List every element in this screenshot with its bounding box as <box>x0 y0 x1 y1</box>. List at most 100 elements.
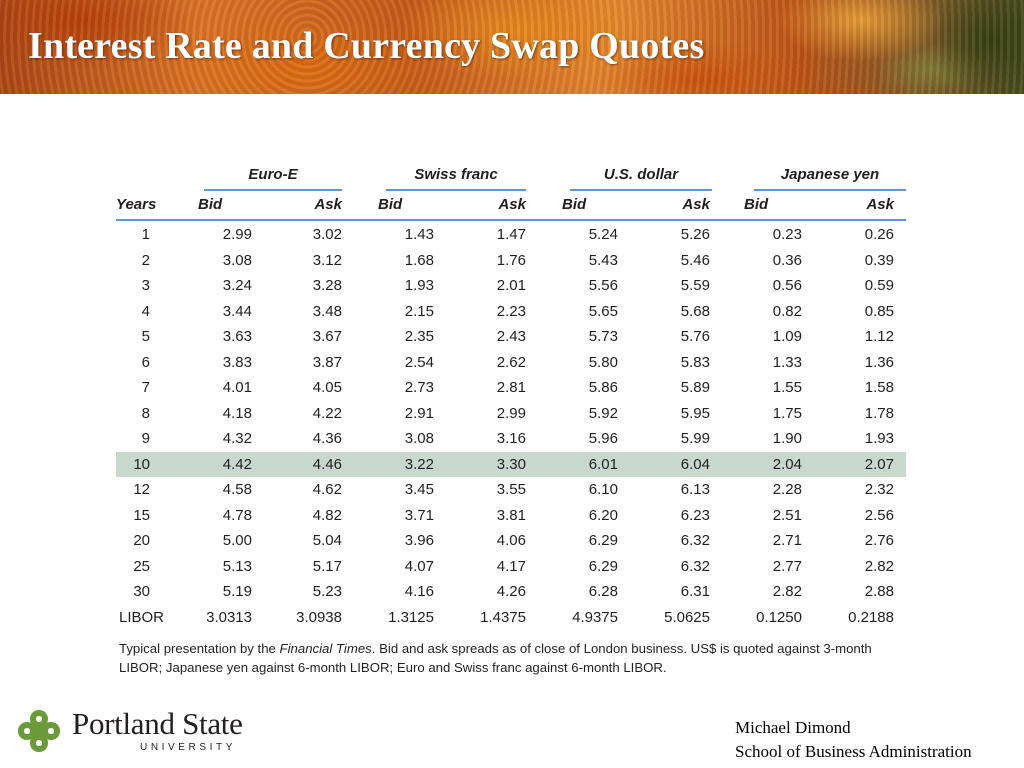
table-row: 9 4.32 4.36 3.08 3.16 5.96 5.99 1.90 1.93 <box>116 426 906 452</box>
footnote-prefix: Typical presentation by the <box>119 641 280 656</box>
ask-header: Ask <box>866 196 894 213</box>
yen-ask-cell: 1.58 <box>864 379 894 396</box>
years-cell: 4 <box>141 302 150 320</box>
years-cell: 8 <box>141 404 150 422</box>
years-cell: 3 <box>141 277 150 294</box>
usd-bid-cell: 5.65 <box>588 302 618 320</box>
swiss-ask-cell: 2.62 <box>496 353 526 371</box>
divider <box>204 189 342 191</box>
usd-bid-cell: 5.56 <box>588 277 618 294</box>
slide-title: Interest Rate and Currency Swap Quotes <box>28 25 705 67</box>
yen-bid-cell: 0.1250 <box>756 608 802 626</box>
years-cell: 30 <box>133 583 150 600</box>
swiss-ask-cell: 3.30 <box>496 455 526 473</box>
swiss-ask-cell: 2.81 <box>496 379 526 396</box>
swiss-bid-cell: 2.73 <box>404 379 434 396</box>
usd-ask-cell: 6.32 <box>680 532 710 549</box>
divider <box>570 189 712 191</box>
table-row: 10 4.42 4.46 3.22 3.30 6.01 6.04 2.04 2.07 <box>116 451 906 477</box>
euro-bid-cell: 3.83 <box>222 353 252 371</box>
years-cell: 25 <box>133 557 150 575</box>
yen-bid-cell: 0.56 <box>772 277 802 294</box>
euro-bid-cell: 4.58 <box>222 481 252 498</box>
euro-ask-cell: 3.67 <box>312 328 342 345</box>
swiss-bid-cell: 1.93 <box>404 277 434 294</box>
euro-ask-cell: 4.46 <box>312 455 342 473</box>
euro-ask-cell: 4.82 <box>312 506 342 524</box>
usd-bid-cell: 5.43 <box>588 251 618 269</box>
author-school: School of Business Administration <box>735 742 972 761</box>
euro-ask-cell: 3.48 <box>312 302 342 320</box>
swiss-ask-cell: 4.17 <box>496 557 526 575</box>
yen-bid-cell: 0.36 <box>772 251 802 269</box>
years-cell: 6 <box>141 353 150 371</box>
ask-header: Ask <box>682 196 710 213</box>
usd-bid-cell: 6.29 <box>588 532 618 549</box>
author-name: Michael Dimond <box>735 718 851 737</box>
logo-wordmark: Portland State <box>72 706 243 741</box>
yen-ask-cell: 2.82 <box>864 557 894 575</box>
yen-ask-cell: 0.39 <box>864 251 894 269</box>
table-row: 3 3.24 3.28 1.93 2.01 5.56 5.59 0.56 0.59 <box>116 273 906 299</box>
years-cell: 5 <box>141 328 150 345</box>
usd-bid-cell: 5.73 <box>588 328 618 345</box>
table-row: 1 2.99 3.02 1.43 1.47 5.24 5.26 0.23 0.26 <box>116 222 906 248</box>
yen-bid-cell: 2.51 <box>772 506 802 524</box>
swiss-ask-cell: 2.43 <box>496 328 526 345</box>
bid-header: Bid <box>744 196 769 213</box>
euro-ask-cell: 3.0938 <box>296 608 342 626</box>
euro-ask-cell: 5.23 <box>312 583 342 600</box>
usd-ask-cell: 6.13 <box>680 481 710 498</box>
footnote-text: . Bid and ask spreads as of close of Lon… <box>119 641 872 675</box>
yen-bid-cell: 2.28 <box>772 481 802 498</box>
years-cell: 12 <box>133 481 150 498</box>
usd-bid-cell: 6.28 <box>588 583 618 600</box>
euro-bid-cell: 4.18 <box>222 404 252 422</box>
swiss-ask-cell: 2.99 <box>496 404 526 422</box>
swiss-bid-cell: 1.3125 <box>388 608 434 626</box>
yen-bid-cell: 1.33 <box>772 353 802 371</box>
swiss-bid-cell: 2.35 <box>404 328 434 345</box>
yen-ask-cell: 2.32 <box>864 481 894 498</box>
table-row: 7 4.01 4.05 2.73 2.81 5.86 5.89 1.55 1.58 <box>116 375 906 401</box>
swiss-ask-cell: 1.47 <box>496 226 526 243</box>
usd-ask-cell: 5.76 <box>680 328 710 345</box>
usd-bid-cell: 6.01 <box>588 455 618 473</box>
euro-ask-cell: 3.12 <box>312 251 342 269</box>
currency-group-swiss: Swiss franc <box>386 166 526 191</box>
swiss-ask-cell: 4.26 <box>496 583 526 600</box>
swiss-bid-cell: 3.45 <box>404 481 434 498</box>
table-footnote: Typical presentation by the Financial Ti… <box>119 639 909 677</box>
euro-bid-cell: 4.32 <box>222 430 252 447</box>
usd-ask-cell: 5.46 <box>680 251 710 269</box>
swiss-bid-cell: 1.43 <box>404 226 434 243</box>
usd-bid-cell: 5.96 <box>588 430 618 447</box>
swiss-ask-cell: 1.4375 <box>480 608 526 626</box>
usd-bid-cell: 5.86 <box>588 379 618 396</box>
swiss-bid-cell: 1.68 <box>404 251 434 269</box>
swiss-bid-cell: 4.16 <box>404 583 434 600</box>
usd-bid-cell: 5.24 <box>588 226 618 243</box>
bid-header: Bid <box>198 196 223 213</box>
usd-ask-cell: 6.32 <box>680 557 710 575</box>
swiss-ask-cell: 2.23 <box>496 302 526 320</box>
bid-header: Bid <box>562 196 587 213</box>
years-cell: 2 <box>141 251 150 269</box>
swiss-ask-cell: 4.06 <box>496 532 526 549</box>
usd-bid-cell: 6.29 <box>588 557 618 575</box>
ask-header: Ask <box>498 196 526 213</box>
euro-bid-cell: 3.63 <box>222 328 252 345</box>
euro-ask-cell: 4.22 <box>312 404 342 422</box>
author-block: Michael Dimond School of Business Admini… <box>735 716 972 764</box>
footnote-source: Financial Times <box>279 641 372 656</box>
bid-header: Bid <box>378 196 403 213</box>
psu-logo: Portland State UNIVERSITY <box>16 706 256 758</box>
years-cell: 20 <box>133 532 150 549</box>
swiss-ask-cell: 3.16 <box>496 430 526 447</box>
yen-bid-cell: 0.23 <box>772 226 802 243</box>
euro-ask-cell: 5.17 <box>312 557 342 575</box>
table-row: 8 4.18 4.22 2.91 2.99 5.92 5.95 1.75 1.78 <box>116 401 906 427</box>
swiss-ask-cell: 1.76 <box>496 251 526 269</box>
yen-ask-cell: 0.85 <box>864 302 894 320</box>
table-row: LIBOR 3.0313 3.0938 1.3125 1.4375 4.9375 5.062… <box>116 605 906 631</box>
